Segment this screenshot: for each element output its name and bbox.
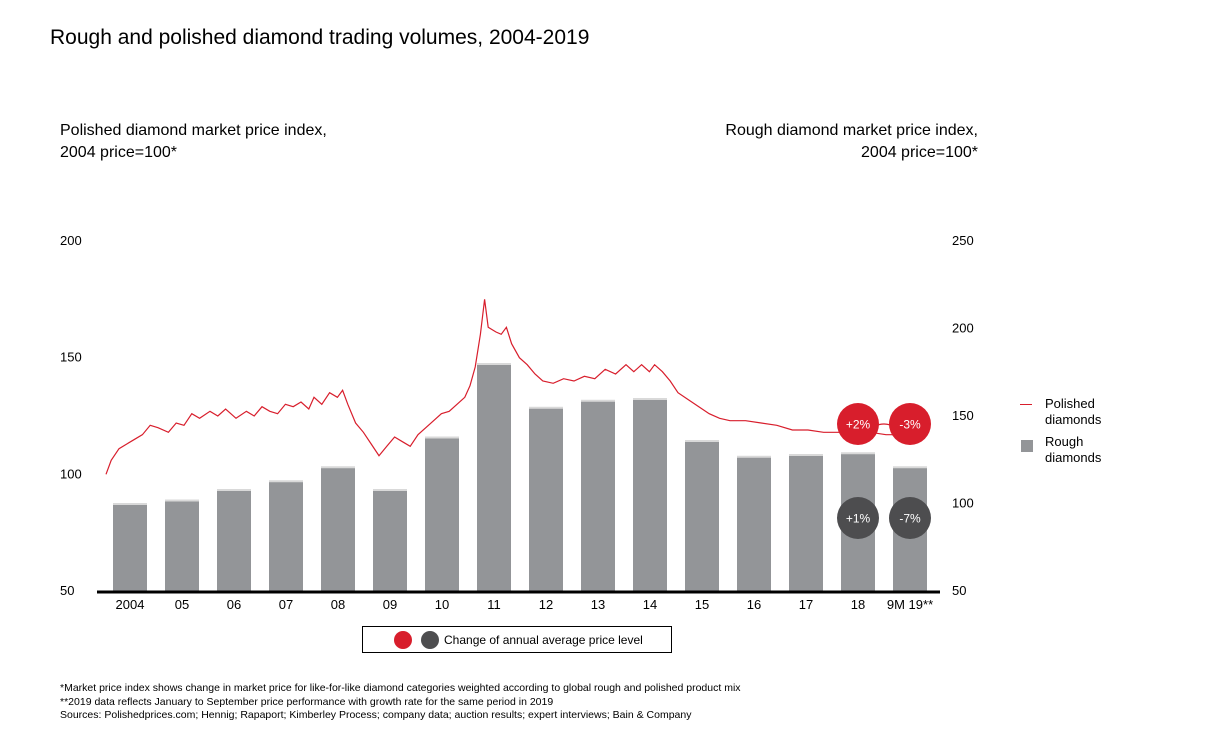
x-tick-label: 06 xyxy=(227,597,241,612)
rough-bar xyxy=(113,503,147,591)
right-axis-title-line-1: Rough diamond market price index, xyxy=(725,122,978,139)
polished-line xyxy=(105,299,918,475)
change-badge-label: +2% xyxy=(846,418,871,432)
rough-bar xyxy=(425,437,459,591)
footnote-1: *Market price index shows change in mark… xyxy=(60,682,741,694)
right-tick-label: 250 xyxy=(952,233,974,248)
rough-bar xyxy=(789,454,823,591)
change-badge-label: -7% xyxy=(899,512,921,526)
red-dot-icon xyxy=(394,631,412,649)
x-tick-label: 9M 19** xyxy=(887,597,933,612)
rough-bar xyxy=(633,398,667,591)
x-tick-label: 13 xyxy=(591,597,605,612)
x-tick-label: 2004 xyxy=(116,597,145,612)
footnotes: *Market price index shows change in mark… xyxy=(60,682,741,723)
x-tick-label: 05 xyxy=(175,597,189,612)
footnote-2: **2019 data reflects January to Septembe… xyxy=(60,695,554,708)
rough-bar xyxy=(373,489,407,591)
x-tick-label: 09 xyxy=(383,597,397,612)
left-tick-label: 100 xyxy=(60,466,82,481)
right-axis-title-line-2: 2004 price=100* xyxy=(861,144,978,161)
rough-bar xyxy=(217,489,251,591)
x-tick-label: 17 xyxy=(799,597,813,612)
change-badge-label: -3% xyxy=(899,418,921,432)
legend-rough-line-1: Rough xyxy=(1045,434,1084,449)
rough-bar xyxy=(737,456,771,591)
left-axis-title-line-2: 2004 price=100* xyxy=(60,144,177,161)
rough-bar xyxy=(321,466,355,591)
change-badge-red xyxy=(889,403,931,445)
x-tick-label: 12 xyxy=(539,597,553,612)
rough-bar xyxy=(269,480,303,591)
right-tick-label: 200 xyxy=(952,321,974,336)
change-legend: Change of annual average price level xyxy=(362,626,672,653)
rough-bar xyxy=(685,440,719,591)
right-tick-label: 150 xyxy=(952,408,974,423)
right-axis-title: Rough diamond market price index, 2004 p… xyxy=(725,120,978,164)
legend-polished-line-2: diamonds xyxy=(1045,412,1102,427)
left-tick-label: 200 xyxy=(60,233,82,248)
x-tick-label: 16 xyxy=(747,597,761,612)
legend-rough-line-2: diamonds xyxy=(1045,450,1102,465)
right-tick-label: 100 xyxy=(952,496,974,511)
footnote-sources: Sources: Polishedprices.com; Hennig; Rap… xyxy=(60,709,692,721)
chart-title: Rough and polished diamond trading volum… xyxy=(50,26,590,49)
x-tick-label: 15 xyxy=(695,597,709,612)
x-tick-label: 18 xyxy=(851,597,865,612)
x-tick-label: 07 xyxy=(279,597,293,612)
change-badge-label: +1% xyxy=(846,512,871,526)
change-legend-label: Change of annual average price level xyxy=(444,633,643,647)
rough-bar xyxy=(477,363,511,591)
polished-line-swatch xyxy=(1020,404,1032,405)
x-tick-label: 08 xyxy=(331,597,345,612)
legend-polished-line-1: Polished xyxy=(1045,396,1095,411)
legend-item-rough: Rough diamonds xyxy=(1020,434,1101,466)
rough-bar xyxy=(581,400,615,591)
x-tick-label: 14 xyxy=(643,597,657,612)
change-badge-dark xyxy=(889,497,931,539)
rough-bar xyxy=(529,407,563,591)
rough-bar xyxy=(165,500,199,591)
dark-dot-icon xyxy=(421,631,439,649)
left-axis-title-line-1: Polished diamond market price index, xyxy=(60,122,327,139)
left-tick-label: 50 xyxy=(60,583,74,598)
left-axis-title: Polished diamond market price index, 200… xyxy=(60,120,327,164)
right-tick-label: 50 xyxy=(952,583,966,598)
x-tick-label: 10 xyxy=(435,597,449,612)
rough-bar-swatch xyxy=(1021,440,1033,452)
left-tick-label: 150 xyxy=(60,350,82,365)
legend-item-polished: Polished diamonds xyxy=(1020,396,1101,428)
change-badge-red xyxy=(837,403,879,445)
change-badge-dark xyxy=(837,497,879,539)
x-tick-label: 11 xyxy=(487,597,501,612)
legend: Polished diamonds Rough diamonds xyxy=(1020,396,1101,472)
